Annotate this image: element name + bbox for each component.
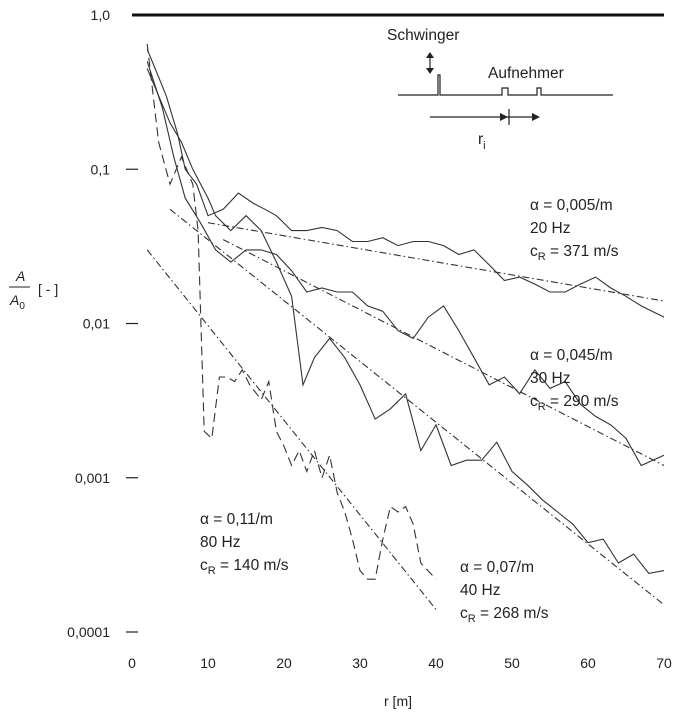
x-tick-label: 10 — [200, 655, 216, 671]
x-tick-label: 40 — [428, 655, 444, 671]
annotation-line: α = 0,005/m — [530, 197, 613, 214]
ylabel-numerator: A — [15, 268, 25, 284]
cR-subscript: R — [208, 565, 216, 577]
fit-line-7 — [169, 208, 665, 606]
data-series-2 — [146, 61, 665, 467]
annotation-line: 40 Hz — [460, 582, 501, 599]
x-tick-label: 30 — [352, 655, 368, 671]
ylabel-denominator-base: A — [9, 292, 19, 308]
arrow-head-up — [426, 52, 434, 58]
cR-subscript: R — [538, 401, 546, 413]
annotation-value: = 140 m/s — [216, 557, 289, 574]
annotation-value: = 268 m/s — [476, 605, 549, 622]
ylabel-unit: [ - ] — [38, 281, 58, 297]
data-series-4 — [146, 43, 437, 580]
annotation-line: 20 Hz — [530, 220, 571, 237]
distance-label-sub: i — [483, 140, 485, 152]
annotation-line: cR = 140 m/s — [200, 557, 289, 577]
receiver-label: Aufnehmer — [488, 65, 564, 82]
annotation-value: = 290 m/s — [546, 393, 619, 410]
axes: 1,0 0,1 0,01 0,001 0,0001 0 10 20 30 40 50 60 70 — [67, 7, 672, 671]
y-tick-label: 0,1 — [91, 161, 111, 177]
fit-line-5 — [207, 222, 665, 302]
annotation-line: α = 0,11/m — [200, 511, 273, 528]
x-tick-label: 50 — [504, 655, 520, 671]
ground-surface-line — [398, 74, 613, 96]
ylabel-denominator: A0 — [9, 292, 25, 312]
x-tick-label: 70 — [656, 655, 672, 671]
annotation-line: cR = 371 m/s — [530, 243, 619, 263]
annotation-line: α = 0,045/m — [530, 347, 613, 364]
arrow-head-down — [426, 68, 434, 74]
x-tick-label: 60 — [580, 655, 596, 671]
annotation-line: α = 0,07/m — [460, 559, 534, 576]
annotation-line: cR = 290 m/s — [530, 393, 619, 413]
x-tick-label: 20 — [276, 655, 292, 671]
axis-labels: AA0[ - ]r [m] — [9, 268, 412, 709]
y-tick-label: 0,001 — [75, 470, 110, 486]
annotation-line: 30 Hz — [530, 370, 571, 387]
fit-line-6 — [222, 239, 665, 466]
cR-symbol: c — [460, 605, 468, 622]
data-series-1 — [146, 48, 665, 318]
y-tick-label: 1,0 — [91, 7, 111, 23]
cR-subscript: R — [538, 251, 546, 263]
annotation-value: = 371 m/s — [546, 243, 619, 260]
cR-symbol: c — [530, 393, 538, 410]
y-tick-label: 0,0001 — [67, 624, 110, 640]
cR-symbol: c — [200, 557, 208, 574]
series-layer — [146, 43, 665, 610]
x-tick-label: 0 — [128, 655, 136, 671]
cR-subscript: R — [468, 613, 476, 625]
fit-line-8 — [146, 249, 437, 610]
y-tick-label: 0,01 — [83, 316, 110, 332]
setup-inset: Schwinger Aufnehmer ri — [387, 27, 613, 152]
distance-label: ri — [478, 131, 486, 152]
cR-symbol: c — [530, 243, 538, 260]
data-series-3 — [146, 68, 665, 575]
ylabel-denominator-sub: 0 — [19, 301, 25, 312]
source-label: Schwinger — [387, 27, 459, 44]
annotation-line: 80 Hz — [200, 534, 241, 551]
distance-arrow-head-mid — [500, 113, 508, 121]
distance-arrow-head — [532, 113, 540, 121]
annotation-line: cR = 268 m/s — [460, 605, 549, 625]
xlabel: r [m] — [384, 693, 412, 709]
